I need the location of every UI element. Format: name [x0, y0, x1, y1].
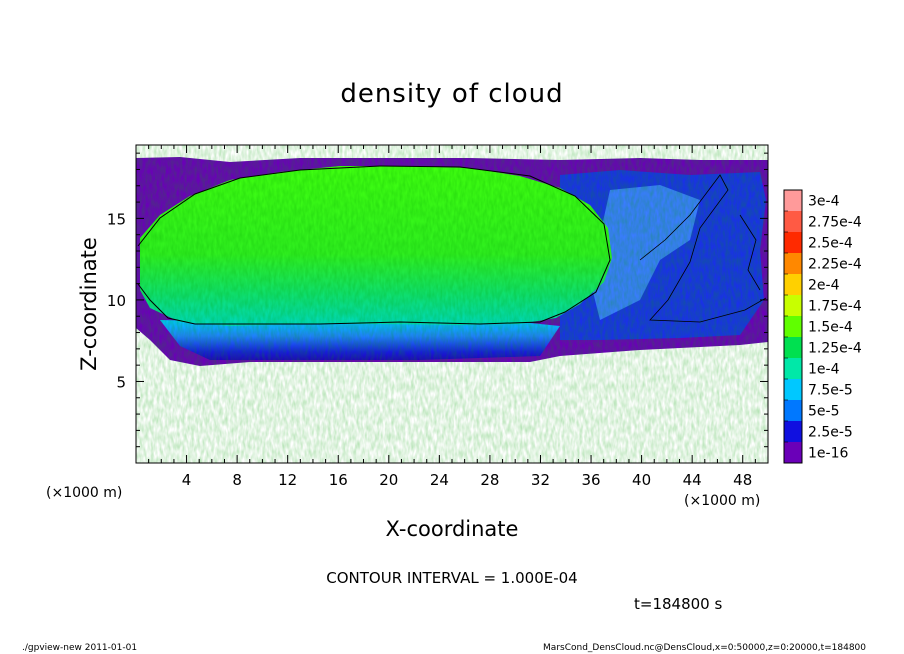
- colorbar-label: 1.75e-4: [808, 299, 862, 315]
- x-axis-title: X-coordinate: [386, 517, 519, 541]
- x-tick-label: 32: [531, 471, 550, 489]
- colorbar-frame: [783, 189, 803, 464]
- colorbar-label: 2.5e-4: [808, 236, 853, 252]
- x-tick-label: 20: [379, 471, 398, 489]
- x-tick-label: 44: [683, 471, 702, 489]
- colorbar-swatch: [784, 379, 802, 401]
- footer-right: MarsCond_DensCloud.nc@DensCloud,x=0:5000…: [543, 643, 866, 653]
- x-tick-label: 16: [329, 471, 348, 489]
- colorbar-swatch: [784, 358, 802, 380]
- colorbar-label: 5e-5: [808, 404, 839, 420]
- y-axis: 5 10 15: [107, 152, 768, 448]
- colorbar-swatch: [784, 316, 802, 338]
- colorbar-label: 1e-4: [808, 362, 840, 378]
- x-axis: 4 8 12 16 20 24 28 32 36 40 44 48: [148, 145, 756, 489]
- colorbar-swatch: [784, 337, 802, 359]
- colorbar-label: 3e-4: [808, 194, 840, 210]
- colorbar-label: 1.25e-4: [808, 341, 862, 357]
- colorbar-swatch: [784, 253, 802, 275]
- colorbar-label: 2.5e-5: [808, 425, 853, 441]
- density-field: [136, 145, 768, 463]
- y-tick-label: 15: [107, 210, 126, 228]
- contour-line-right: [639, 174, 767, 323]
- x-tick-label: 40: [632, 471, 651, 489]
- time-label: t=184800 s: [634, 595, 722, 613]
- y-axis-title: Z-coordinate: [77, 237, 101, 371]
- x-tick-label: 4: [182, 471, 192, 489]
- colorbar-label: 2.25e-4: [808, 257, 862, 273]
- x-tick-label: 12: [278, 471, 297, 489]
- colorbar-label: 2e-4: [808, 278, 840, 294]
- x-tick-label: 8: [232, 471, 242, 489]
- texture-overlay: [136, 145, 768, 463]
- colorbar-swatch: [784, 190, 802, 212]
- colorbar-swatch: [784, 274, 802, 296]
- colorbar: 3e-4 2.75e-4 2.5e-4 2.25e-4 2e-4 1.75e-4 1.5e-…: [783, 189, 862, 464]
- contour-line-main: [137, 165, 611, 325]
- colorbar-label: 2.75e-4: [808, 215, 862, 231]
- chart-title: density of cloud: [340, 79, 563, 109]
- contour-line-right-2: [739, 214, 761, 291]
- x-tick-label: 24: [430, 471, 449, 489]
- x-axis-unit-right: (×1000 m): [684, 493, 760, 509]
- colorbar-label: 1e-16: [808, 446, 848, 462]
- y-tick-label: 10: [107, 292, 126, 310]
- colorbar-swatch: [784, 211, 802, 233]
- colorbar-swatch: [784, 421, 802, 443]
- colorbar-label: 7.5e-5: [808, 383, 853, 399]
- colorbar-label: 1.5e-4: [808, 320, 853, 336]
- contour-interval-label: CONTOUR INTERVAL = 1.000E-04: [326, 569, 577, 587]
- footer-left: ./gpview-new 2011-01-01: [22, 643, 137, 653]
- colorbar-swatch: [784, 400, 802, 422]
- x-tick-label: 28: [480, 471, 499, 489]
- colorbar-swatch: [784, 232, 802, 254]
- y-tick-label: 5: [116, 373, 126, 391]
- colorbar-swatch: [784, 442, 802, 464]
- x-tick-label: 36: [581, 471, 600, 489]
- x-axis-unit-left: (×1000 m): [46, 485, 122, 501]
- x-tick-label: 48: [733, 471, 752, 489]
- colorbar-swatch: [784, 295, 802, 317]
